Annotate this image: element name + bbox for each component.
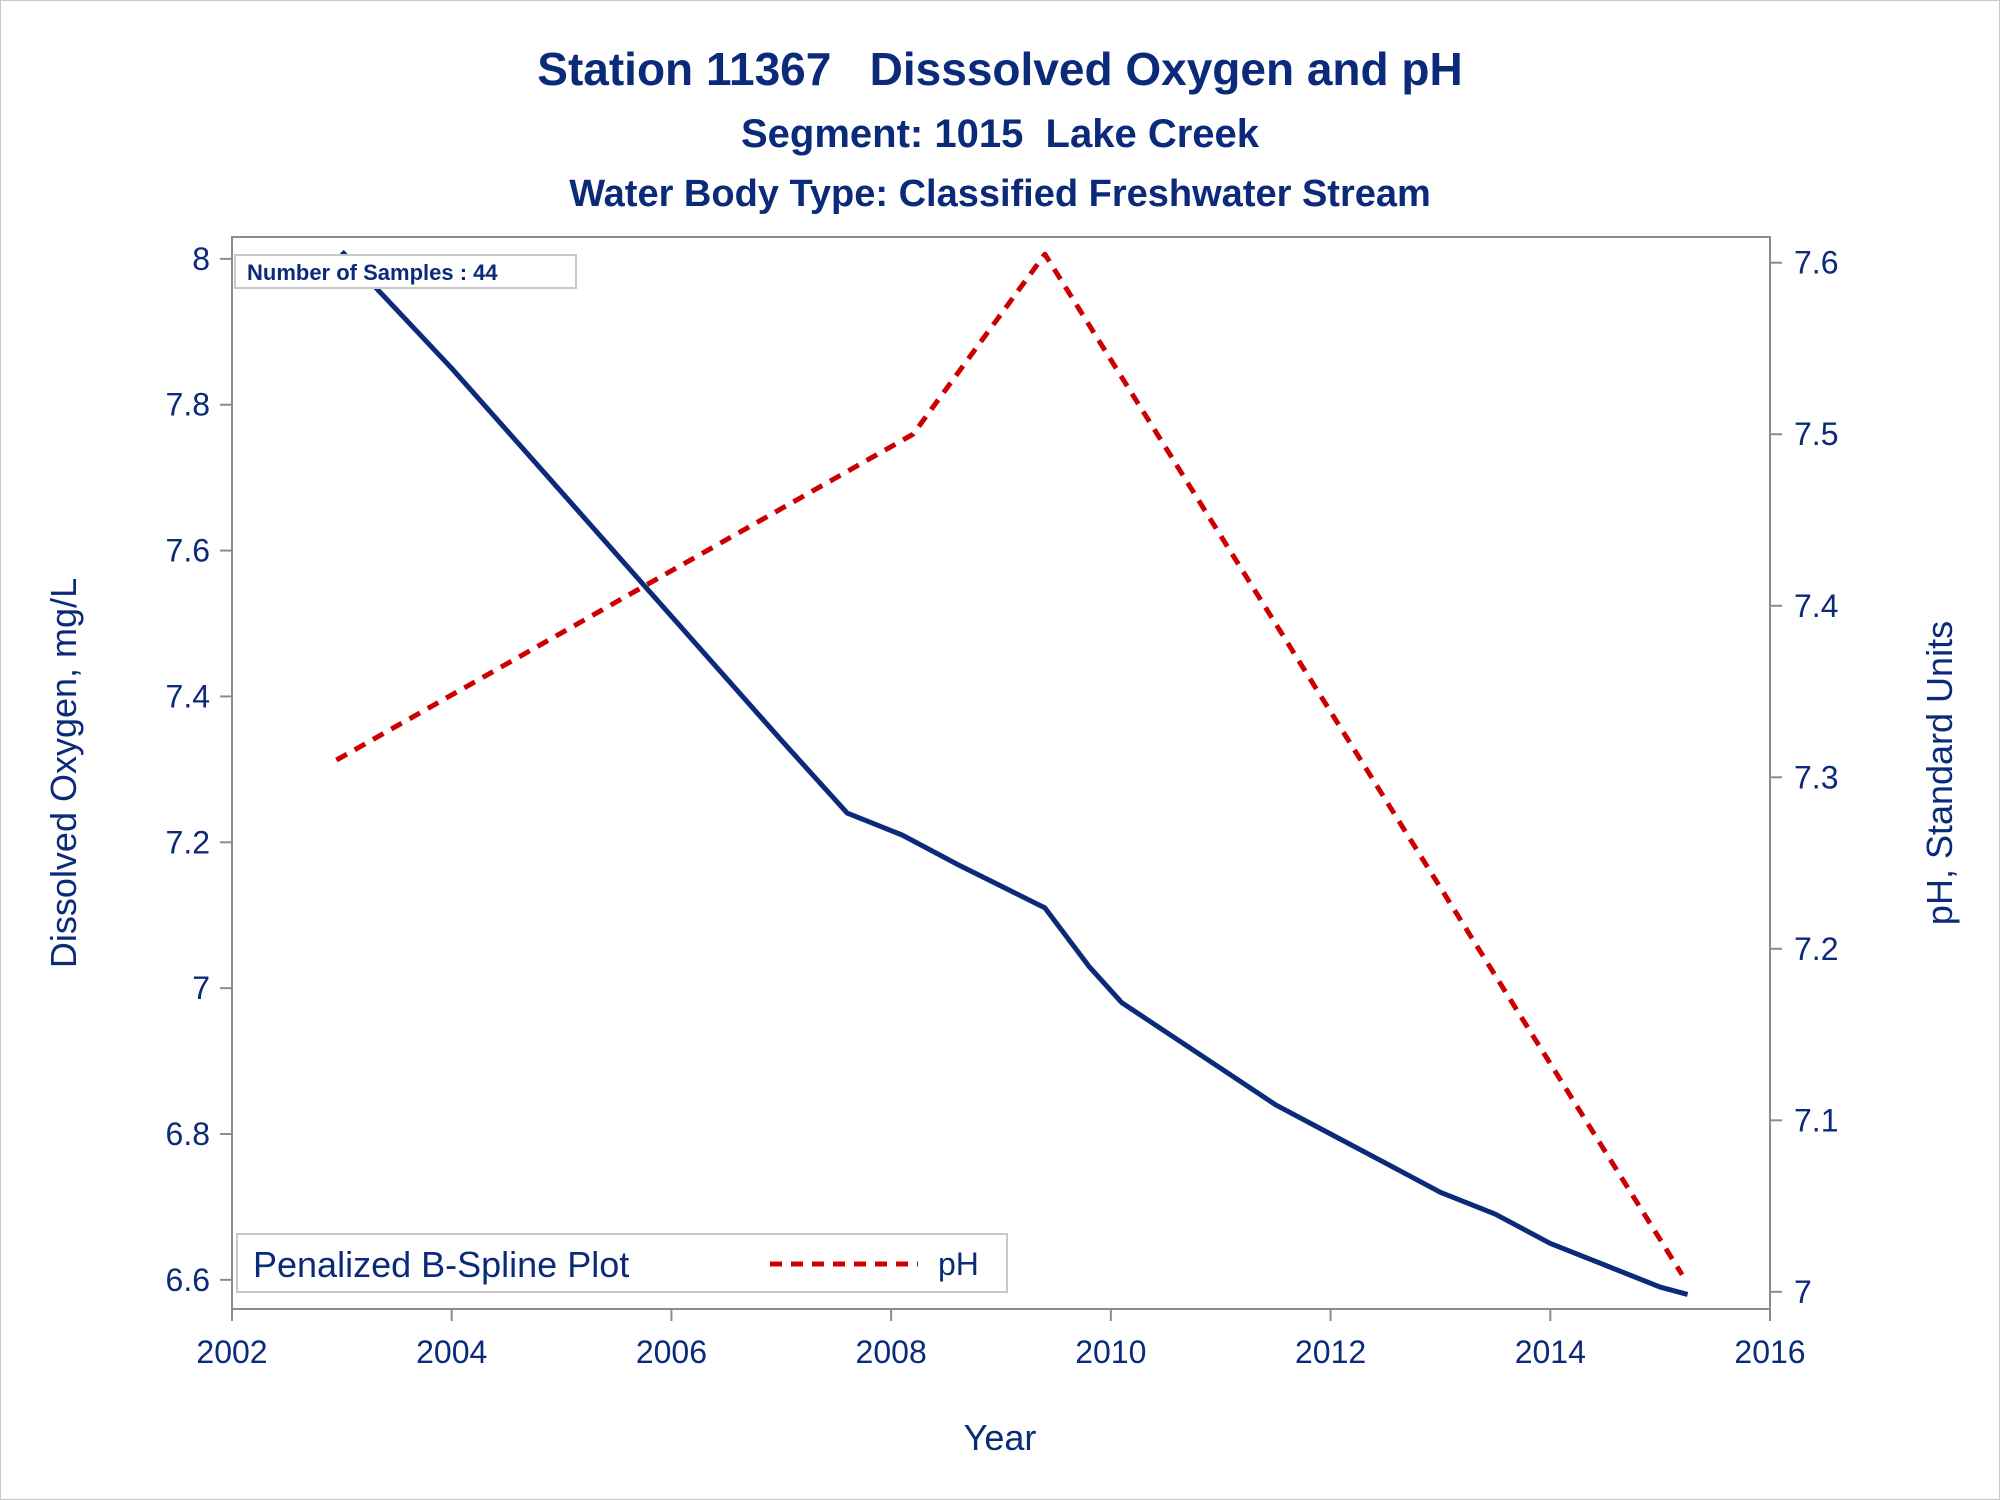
x-tick-label: 2006: [636, 1334, 707, 1370]
y2-tick-label: 7.1: [1794, 1102, 1838, 1138]
y-tick-label: 7.4: [166, 678, 210, 714]
chart-subtitle-2: Water Body Type: Classified Freshwater S…: [569, 173, 1431, 215]
x-tick-label: 2002: [196, 1334, 267, 1370]
y2-tick-label: 7.2: [1794, 931, 1838, 967]
y-tick-label: 6.8: [166, 1116, 210, 1152]
sample-count-box: [234, 254, 577, 289]
x-tick-label: 2016: [1734, 1334, 1805, 1370]
y2-axis-label: pH, Standard Units: [1919, 621, 1960, 925]
x-tick-label: 2008: [856, 1334, 927, 1370]
y-tick-label: 7.8: [166, 387, 210, 423]
x-axis-label: Year: [964, 1417, 1037, 1458]
y-tick-label: 7: [192, 970, 210, 1006]
y2-tick-label: 7.6: [1794, 245, 1838, 281]
legend-label-spline: Penalized B-Spline Plot: [253, 1244, 629, 1285]
y2-tick-label: 7.4: [1794, 588, 1838, 624]
chart-title: Station 11367 Disssolved Oxygen and pH: [537, 43, 1462, 95]
chart-subtitle: Segment: 1015 Lake Creek: [741, 112, 1260, 156]
y-tick-label: 8: [192, 241, 210, 277]
series-line-dissolved-oxygen: [340, 249, 1689, 1297]
y-axis-label: Dissolved Oxygen, mg/L: [43, 578, 84, 968]
x-tick-label: 2004: [416, 1334, 487, 1370]
plot-area: [231, 236, 1771, 1310]
x-tick-label: 2012: [1295, 1334, 1366, 1370]
x-tick-label: 2014: [1515, 1334, 1586, 1370]
y2-tick-label: 7: [1794, 1274, 1812, 1310]
legend-label-ph: pH: [938, 1246, 979, 1282]
y-tick-label: 7.6: [166, 533, 210, 569]
y2-tick-label: 7.3: [1794, 759, 1838, 795]
series-layer: [335, 249, 1689, 1297]
y-tick-label: 6.6: [166, 1262, 210, 1298]
y2-tick-label: 7.5: [1794, 416, 1838, 452]
sample-count-annotation: Number of Samples : 44: [247, 260, 498, 285]
y-tick-label: 7.2: [166, 824, 210, 860]
x-tick-label: 2010: [1075, 1334, 1146, 1370]
axis-ticks: 2002 2004 2006 2008 2010 2012 2014 2016 6.6 6.8 7 7…: [166, 241, 1839, 1370]
